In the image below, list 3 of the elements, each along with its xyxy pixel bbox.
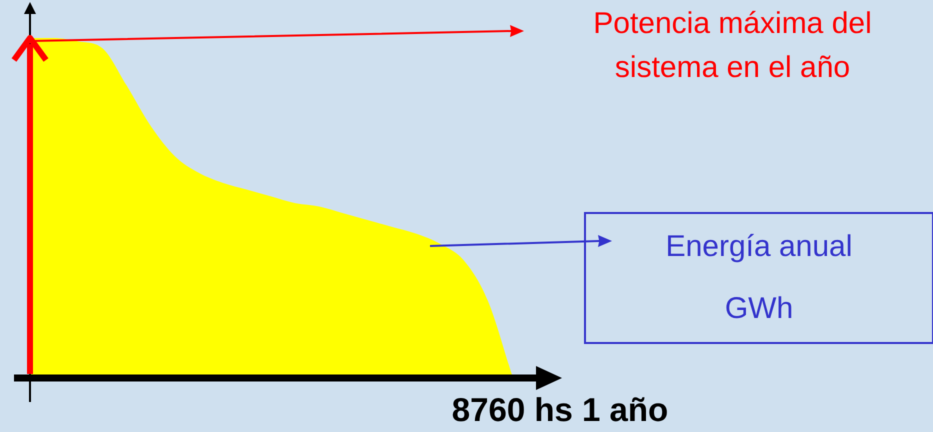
x-axis-title: 8760 hs 1 año (450, 390, 670, 430)
text: Energía anual GWh (664, 229, 854, 327)
text: Potencia máxima del sistema en el año (592, 6, 873, 86)
